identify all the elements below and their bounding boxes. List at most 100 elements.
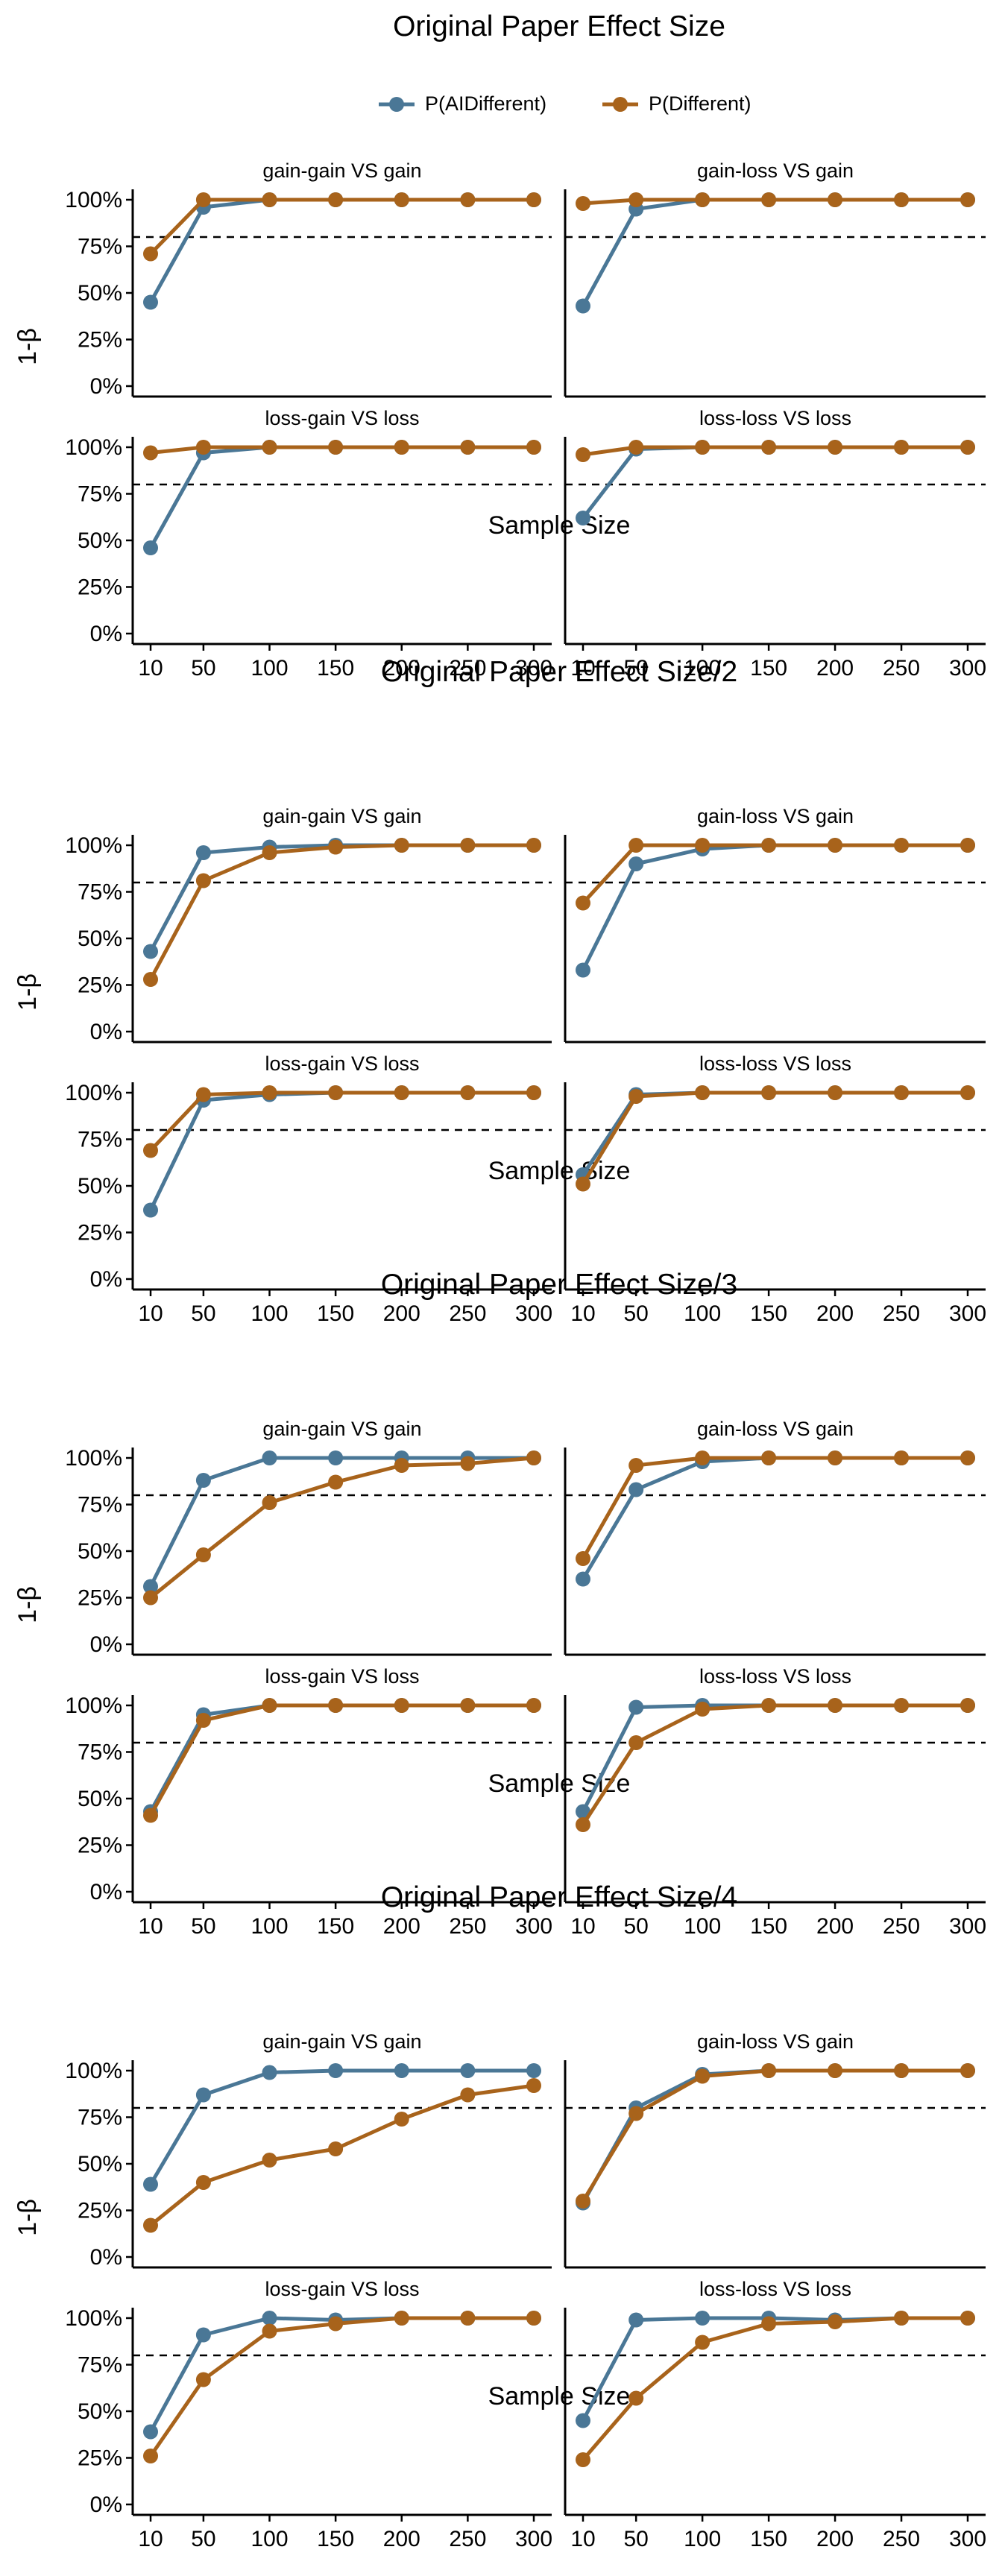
y-tick-label: 75% <box>78 2353 122 2378</box>
data-point <box>526 192 541 207</box>
data-point <box>262 440 277 455</box>
facet-panel: loss-loss VS loss 10 50 100 150 200 250 300 <box>564 2278 986 2551</box>
data-point <box>143 1590 158 1606</box>
x-tick-label: 150 <box>750 656 787 681</box>
data-point <box>143 246 158 262</box>
data-point <box>394 440 409 455</box>
chart-group: Original Paper Effect Size 1-β Sample Size… <box>13 10 986 681</box>
data-point <box>894 1085 910 1100</box>
data-point <box>394 2311 409 2326</box>
data-point <box>828 1698 843 1713</box>
facet-title: gain-gain VS gain <box>262 1418 421 1440</box>
y-axis-label: 1-β <box>13 973 42 1011</box>
y-axis-label: 1-β <box>13 328 42 365</box>
data-point <box>828 838 843 853</box>
y-tick-label: 75% <box>78 2106 122 2130</box>
facet-panel: loss-loss VS loss 10 50 100 150 200 250 300 <box>564 1052 986 1326</box>
y-tick-label: 100% <box>65 1081 122 1105</box>
y-tick-label: 50% <box>78 926 122 951</box>
x-tick-label: 300 <box>515 2527 552 2551</box>
data-point <box>328 2316 344 2332</box>
data-point <box>328 2141 344 2156</box>
y-tick-label: 25% <box>78 2446 122 2471</box>
series-line <box>582 445 968 520</box>
data-point <box>143 445 158 461</box>
data-point <box>828 2063 843 2078</box>
data-point <box>828 2314 843 2329</box>
data-point <box>460 1085 476 1100</box>
data-point <box>328 2063 344 2078</box>
x-tick-label: 10 <box>570 2527 595 2551</box>
data-point <box>195 845 211 860</box>
y-tick-label: 75% <box>78 1128 122 1152</box>
y-tick-label: 25% <box>78 973 122 998</box>
x-tick-label: 50 <box>623 656 648 681</box>
y-tick-label: 75% <box>78 235 122 259</box>
data-point <box>143 1579 158 1594</box>
y-tick-label: 100% <box>65 435 122 460</box>
x-tick-label: 50 <box>191 1914 215 1939</box>
data-point <box>143 540 158 555</box>
series-line <box>148 198 534 303</box>
y-tick-label: 100% <box>65 188 122 212</box>
chart-title: Original Paper Effect Size/2 <box>381 656 737 688</box>
y-axis-label: 1-β <box>13 1586 42 1623</box>
x-tick-label: 150 <box>750 2527 787 2551</box>
x-tick-label: 250 <box>883 2527 920 2551</box>
y-tick-label: 50% <box>78 281 122 306</box>
data-point <box>894 838 910 853</box>
data-point <box>894 440 910 455</box>
data-point <box>761 1698 777 1713</box>
facet-title: gain-loss VS gain <box>697 1418 854 1440</box>
facet-title: loss-loss VS loss <box>699 2278 851 2300</box>
data-point <box>576 447 590 462</box>
data-point <box>460 2311 476 2326</box>
data-point <box>394 1698 409 1713</box>
data-point <box>761 192 777 207</box>
y-tick-label: 0% <box>90 622 122 646</box>
data-point <box>576 895 590 911</box>
x-tick-label: 250 <box>449 656 486 681</box>
series-line <box>148 843 534 981</box>
y-tick-label: 0% <box>90 374 122 399</box>
x-tick-label: 50 <box>623 2527 648 2551</box>
x-tick-label: 250 <box>449 2527 486 2551</box>
data-point <box>761 440 777 455</box>
data-point <box>628 440 644 455</box>
data-point <box>894 192 910 207</box>
chart-groups: Original Paper Effect Size 1-β Sample Size… <box>13 10 986 2551</box>
data-point <box>195 2327 211 2343</box>
facet-panel: loss-gain VS loss 0% 25% 50% 75% 100% 10 50 100 1… <box>65 1665 552 1939</box>
y-tick-label: 0% <box>90 2245 122 2270</box>
facet-panel: loss-loss VS loss 10 50 100 150 200 250 300 <box>564 407 986 681</box>
data-point <box>576 1571 590 1587</box>
facet-panel: loss-loss VS loss 10 50 100 150 200 250 300 <box>564 1665 986 1939</box>
legend: P(AIDifferent) P(Different) <box>379 92 752 115</box>
series-line <box>581 1090 968 1185</box>
data-point <box>894 2063 910 2078</box>
data-point <box>960 2063 975 2078</box>
data-point <box>576 298 590 314</box>
series-line <box>581 1090 968 1176</box>
data-point <box>894 2311 910 2326</box>
y-tick-label: 0% <box>90 1267 122 1292</box>
series-line <box>149 2083 535 2227</box>
data-point <box>761 2063 777 2078</box>
data-point <box>262 2153 277 2168</box>
data-point <box>262 2311 277 2326</box>
x-tick-label: 200 <box>816 656 854 681</box>
chart-group: Original Paper Effect Size/2 1-β Sample Si… <box>13 656 986 1326</box>
y-tick-label: 100% <box>65 2306 122 2331</box>
legend-label-different: P(Different) <box>649 92 752 115</box>
y-tick-label: 100% <box>65 2059 122 2083</box>
data-point <box>576 962 590 978</box>
data-point <box>576 2452 590 2467</box>
x-tick-label: 250 <box>449 1914 486 1939</box>
data-point <box>628 838 644 853</box>
data-point <box>195 2087 211 2103</box>
data-point <box>828 1450 843 1465</box>
x-tick-label: 200 <box>816 2527 854 2551</box>
x-tick-label: 250 <box>449 1301 486 1326</box>
data-point <box>328 1085 344 1100</box>
